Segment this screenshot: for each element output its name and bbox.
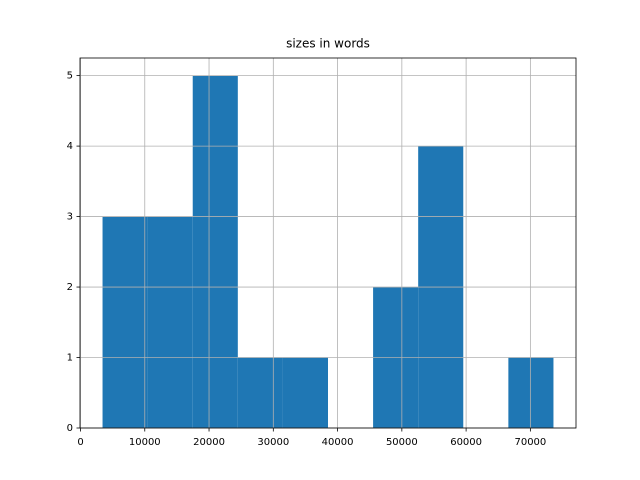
bar: [237, 357, 283, 428]
x-tick-label: 40000: [322, 437, 354, 448]
x-tick-label: 20000: [193, 437, 225, 448]
y-tick-label: 5: [67, 71, 73, 82]
bar: [147, 216, 193, 428]
chart-title: sizes in words: [286, 37, 370, 51]
y-tick-label: 0: [67, 423, 73, 434]
y-tick-label: 3: [67, 212, 73, 223]
bar: [192, 75, 238, 428]
axes-frame: [79, 57, 577, 429]
x-tick-label: 50000: [386, 437, 418, 448]
x-tick-label: 30000: [257, 437, 289, 448]
bar: [102, 216, 148, 428]
bar: [282, 357, 328, 428]
y-tick-label: 2: [67, 282, 73, 293]
x-tick-label: 70000: [514, 437, 546, 448]
y-tick-label: 1: [67, 353, 73, 364]
x-tick-label: 0: [77, 437, 83, 448]
x-tick-label: 60000: [450, 437, 482, 448]
bar: [508, 357, 554, 428]
x-tick-label: 10000: [129, 437, 161, 448]
y-tick-label: 4: [67, 141, 73, 152]
